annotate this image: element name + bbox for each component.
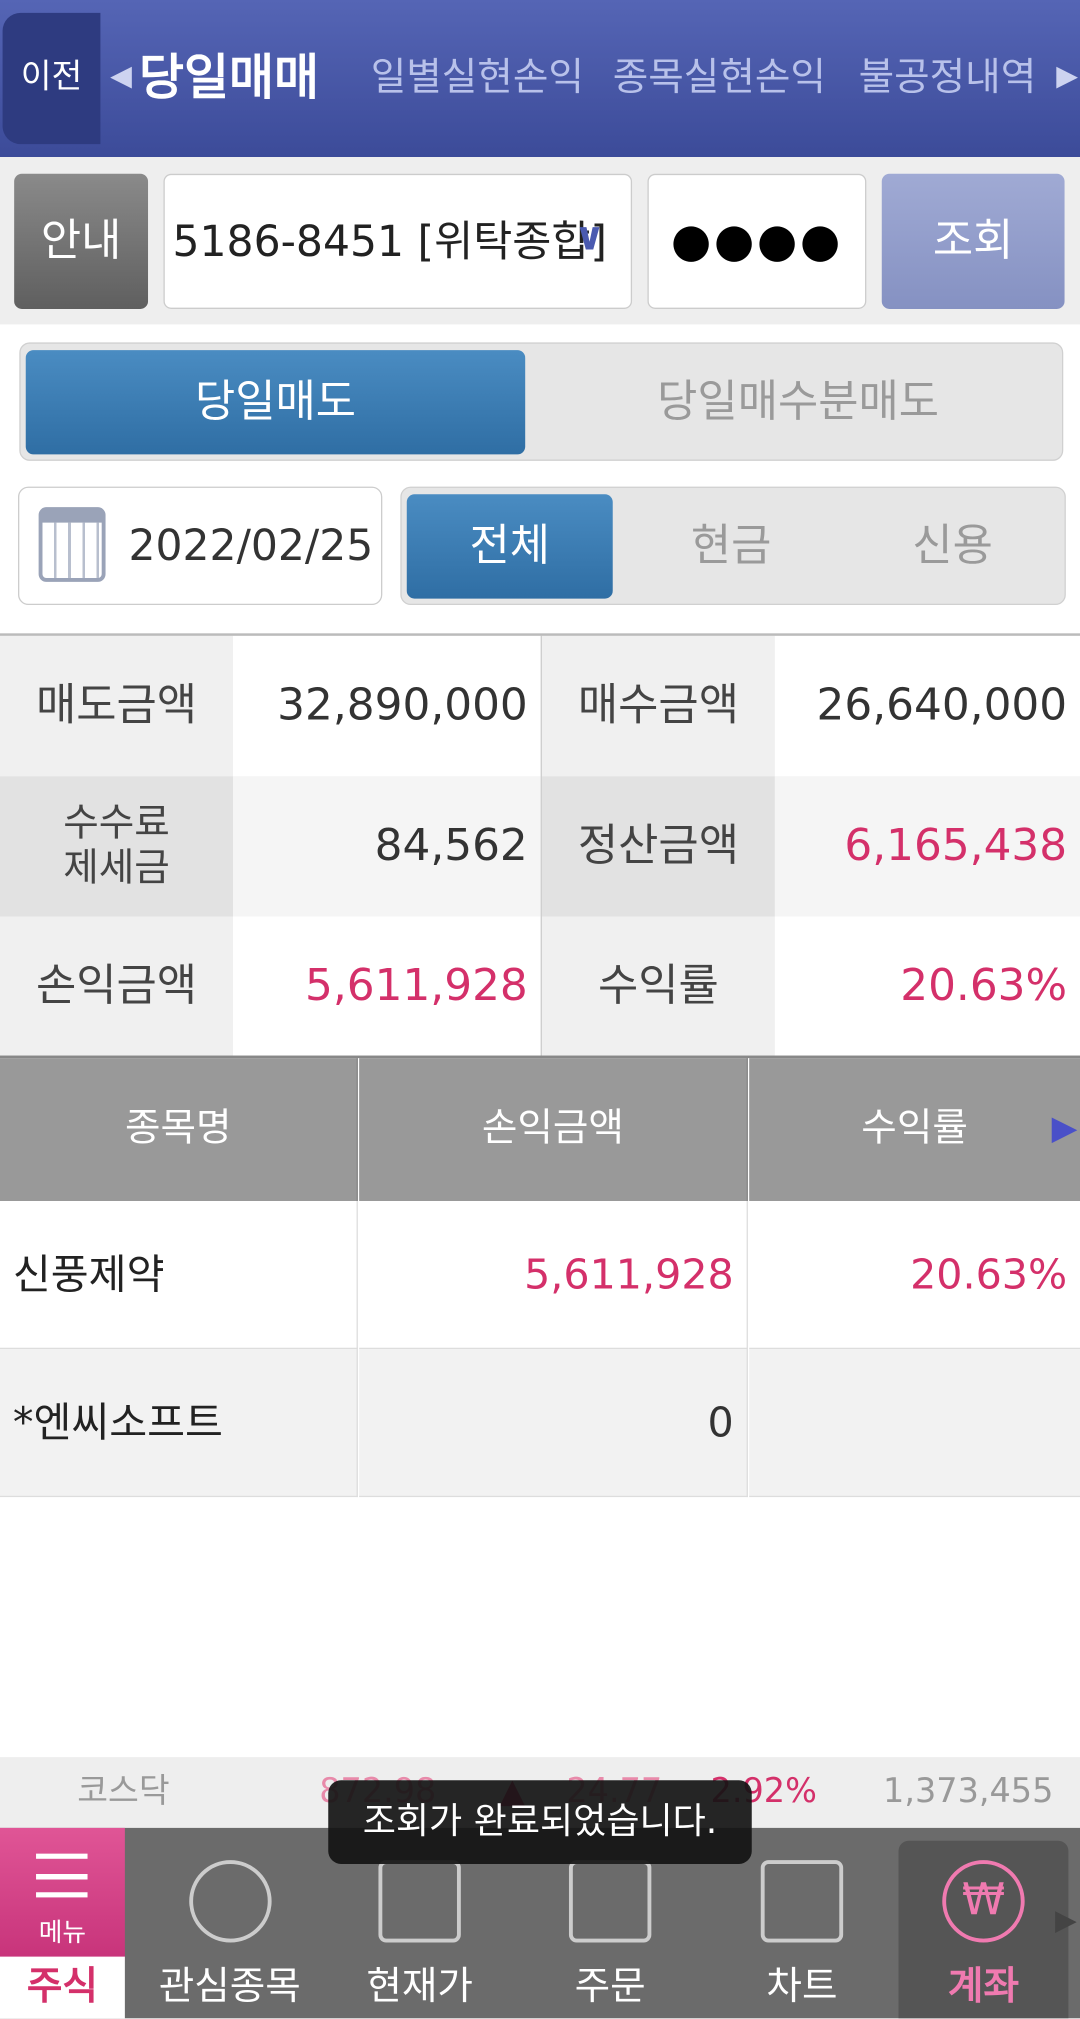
table-header: 종목명	[0, 1058, 358, 1202]
filter-tab[interactable]: 신용	[912, 519, 993, 572]
table-cell[interactable]: 0	[359, 1349, 748, 1498]
nav-icon	[188, 1860, 271, 1943]
arrow-left: ◀	[110, 60, 132, 94]
account-number: 5186-8451 [위탁종합]	[172, 215, 608, 266]
nav-icon	[568, 1860, 652, 1943]
filter-tab[interactable]: 현금	[690, 519, 772, 572]
query-button[interactable]: 조회	[881, 173, 1065, 309]
nav-item[interactable]: 계좌	[947, 1964, 1019, 2010]
segment-tab[interactable]: 당일매도	[25, 350, 526, 455]
summary-value: 6,165,438	[774, 776, 1080, 917]
table-cell[interactable]: 20.63%	[749, 1201, 1080, 1350]
table-cell[interactable]: 신풍제약	[0, 1201, 358, 1350]
summary-value: 5,611,928	[232, 916, 541, 1057]
summary-label: 수수료 제세금	[0, 776, 233, 917]
nav-item[interactable]: 주식	[0, 1956, 125, 2019]
nav-item[interactable]: 관심종목	[158, 1964, 301, 2010]
back-button[interactable]: 이전	[2, 12, 101, 145]
summary-value: 84,562	[232, 776, 541, 917]
toast: 조회가 완료되었습니다.	[328, 1780, 752, 1864]
nav-icon: ₩	[942, 1860, 1025, 1943]
nav-scroll: ▶	[1054, 1905, 1077, 1938]
calendar-icon	[38, 507, 106, 582]
nav-icon	[760, 1860, 844, 1943]
filter-tab[interactable]: 전체	[406, 494, 613, 599]
summary-value: 20.63%	[774, 916, 1080, 1057]
nav-item[interactable]: 주문	[574, 1964, 646, 2010]
summary-value: 26,640,000	[774, 635, 1080, 777]
table-cell[interactable]: *엔씨소프트	[0, 1349, 358, 1498]
header-tab[interactable]: 당일매매	[139, 49, 320, 106]
table-header: 수익률	[749, 1058, 1080, 1202]
summary-label: 수익률	[541, 916, 775, 1057]
summary-label: 정산금액	[541, 776, 775, 917]
table-header: 손익금액	[359, 1058, 748, 1202]
segment-tab[interactable]: 당일매수분매도	[657, 375, 940, 428]
summary-label: 손익금액	[0, 916, 233, 1057]
summary-label: 매수금액	[541, 635, 775, 777]
table-cell[interactable]: 5,611,928	[359, 1201, 748, 1350]
guide-button[interactable]: 안내	[14, 173, 149, 309]
ticker-volume: 1,373,455	[883, 1772, 1054, 1812]
ticker-index: 코스닥	[77, 1772, 170, 1812]
summary-value: 32,890,000	[232, 635, 541, 777]
arrow-right: ▶	[1056, 60, 1079, 94]
date-text: 2022/02/25	[128, 520, 374, 571]
header-tab[interactable]: 일별실현손익	[370, 55, 584, 101]
scroll-arrow[interactable]: ▶	[1051, 1109, 1078, 1149]
header-tab[interactable]: 종목실현손익	[612, 55, 826, 101]
header-tab[interactable]: 불공정내역	[858, 55, 1037, 101]
summary-label: 매도금액	[0, 635, 233, 777]
summary-top-border	[0, 633, 1080, 636]
chevron: ∨	[573, 214, 606, 260]
account-select[interactable]	[163, 173, 633, 309]
password-field[interactable]: ●●●●	[647, 173, 867, 309]
summary-divider	[540, 635, 542, 1059]
nav-item[interactable]: 현재가	[366, 1964, 473, 2010]
header-bar	[0, 0, 1080, 158]
summary-bottom-border	[0, 1055, 1080, 1059]
table-cell[interactable]	[749, 1349, 1080, 1498]
nav-item[interactable]: 차트	[766, 1964, 838, 2010]
menu-icon	[36, 1853, 88, 1898]
nav-icon	[378, 1860, 461, 1943]
